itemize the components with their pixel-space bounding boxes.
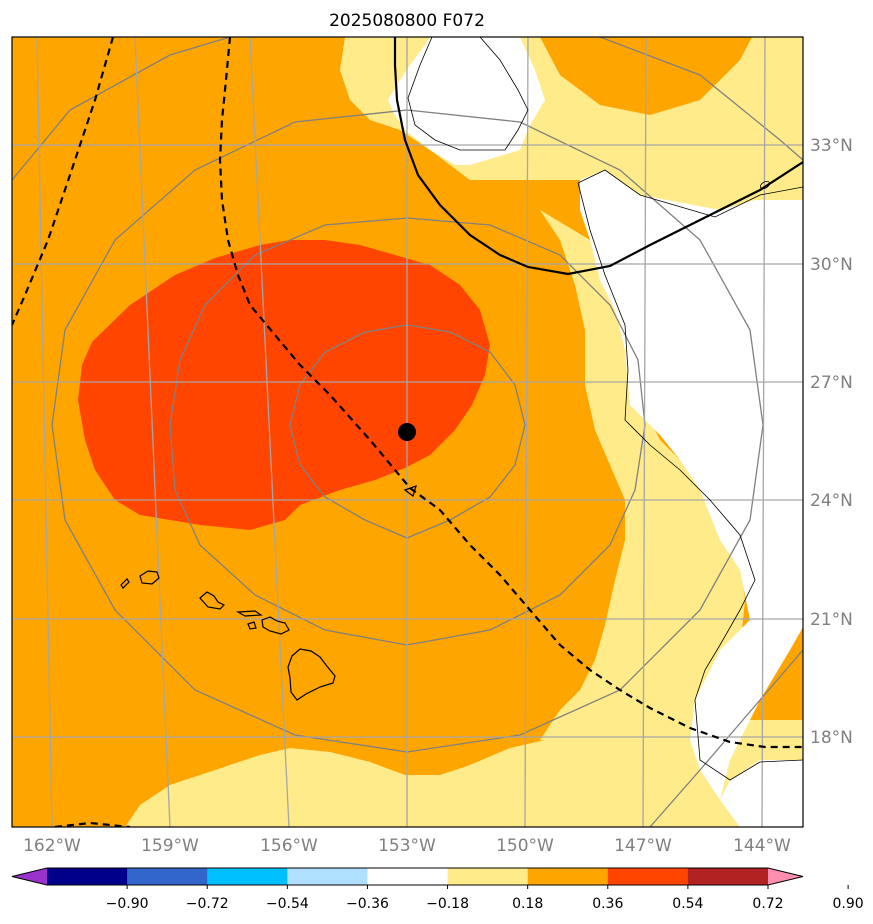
- colorbar-tick-label: 0.54: [672, 896, 703, 912]
- chart-title: 2025080800 F072: [329, 11, 485, 31]
- contour-dashed-main: [218, 37, 803, 749]
- field-red-core: [78, 240, 490, 530]
- meridian-156: [249, 37, 290, 827]
- colorbar-tick-label: 0.90: [833, 896, 864, 912]
- colorbar-extend-low: [12, 868, 47, 885]
- meridian-162: [36, 37, 53, 827]
- colorbar-extend-high: [768, 868, 803, 885]
- colorbar-bin: [127, 868, 208, 885]
- map-frame: [11, 36, 804, 828]
- colorbar-tick-label: −0.18: [426, 896, 469, 912]
- contour-label-arrow: [403, 484, 417, 498]
- lat-labels: 33°N 30°N 27°N 24°N 21°N 18°N: [810, 136, 853, 748]
- lat-label: 21°N: [810, 610, 853, 630]
- lat-label: 30°N: [810, 255, 853, 275]
- colorbar-bin: [287, 868, 368, 885]
- colorbar-outline: [11, 867, 804, 886]
- colorbar-tick-label: 0.18: [512, 896, 543, 912]
- meridian-150: [524, 37, 529, 827]
- colorbar-tick-label: −0.90: [106, 896, 149, 912]
- lat-label: 33°N: [810, 136, 853, 156]
- meridian-159: [134, 37, 171, 827]
- contour-north: [407, 37, 529, 151]
- lat-label: 18°N: [810, 728, 853, 748]
- colorbar-bin: [447, 868, 529, 885]
- lon-label: 162°W: [23, 836, 81, 856]
- contour-dashed-west: [12, 37, 115, 326]
- colorbar-bin: [607, 868, 689, 885]
- hawaiian-islands: [120, 570, 336, 701]
- lat-label: 27°N: [810, 373, 853, 393]
- contour-east: [577, 169, 803, 781]
- colorbar-tick-label: −0.72: [186, 896, 229, 912]
- lat-label: 24°N: [810, 491, 853, 511]
- thick-contours: [12, 37, 803, 827]
- contour-solid: [393, 37, 803, 276]
- colorbar-bin: [527, 868, 609, 885]
- map-area: [12, 37, 803, 827]
- colorbar-bin: [687, 868, 769, 885]
- lon-label: 159°W: [141, 836, 199, 856]
- lon-label: 156°W: [260, 836, 318, 856]
- contour-eddy: [760, 180, 770, 190]
- field-white-east-fill: [755, 560, 803, 627]
- colorbar-tick-label: −0.54: [266, 896, 309, 912]
- lon-label: 150°W: [496, 836, 554, 856]
- lon-labels: 162°W 159°W 156°W 153°W 150°W 147°W 144°…: [23, 836, 791, 856]
- storm-center-marker: [398, 423, 416, 441]
- colorbar-tick-label: 0.36: [592, 896, 623, 912]
- zero-contours: [407, 37, 803, 781]
- island-molokai: [235, 610, 263, 617]
- contour-dashed-south: [54, 821, 131, 827]
- colorbar-tick-label: 0.72: [752, 896, 783, 912]
- field-yellow-south: [125, 720, 700, 827]
- island-lanai: [247, 621, 257, 630]
- field-white-east: [580, 170, 803, 827]
- island-kauai: [139, 570, 160, 585]
- colorbar: −0.90 −0.72 −0.54 −0.36 −0.18 0.18 0.36 0.54 0.7…: [11, 867, 864, 912]
- colorbar-bin: [207, 868, 288, 885]
- colorbar-bin: [367, 868, 449, 885]
- colorbar-tick-label: −0.36: [346, 896, 389, 912]
- lon-label: 153°W: [378, 836, 436, 856]
- island-niihau: [120, 578, 130, 589]
- meridian-147: [642, 37, 647, 827]
- island-maui: [261, 616, 290, 635]
- lon-label: 147°W: [614, 836, 672, 856]
- colorbar-bin: [47, 868, 128, 885]
- island-oahu: [199, 591, 226, 610]
- field-yellow-east2: [540, 210, 745, 740]
- lon-label: 144°W: [733, 836, 791, 856]
- island-hawaii: [287, 648, 336, 701]
- meridian-144: [761, 37, 766, 827]
